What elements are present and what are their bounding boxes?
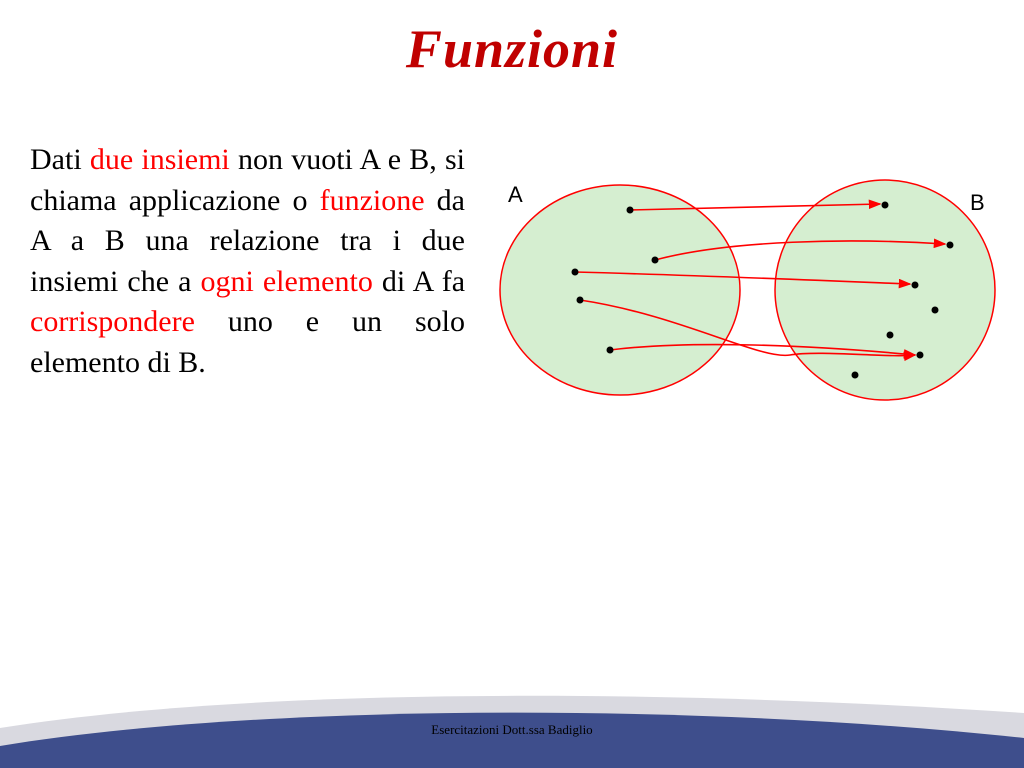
highlight-text: due insiemi [90, 143, 230, 176]
set-a-ellipse [500, 185, 740, 395]
diagram-svg [490, 160, 1000, 420]
footer-credit: Esercitazioni Dott.ssa Badiglio [0, 722, 1024, 738]
set-a-point [627, 207, 634, 214]
set-b-point [882, 202, 889, 209]
set-a-point [577, 297, 584, 304]
set-a-label: A [508, 182, 523, 208]
highlight-text: funzione [320, 184, 425, 217]
set-b-point [912, 282, 919, 289]
slide-title: Funzioni [0, 18, 1024, 80]
set-b-point [887, 332, 894, 339]
set-b-point [932, 307, 939, 314]
set-a-point [572, 269, 579, 276]
definition-text: Dati due insiemi non vuoti A e B, si chi… [30, 140, 465, 383]
set-a-point [652, 257, 659, 264]
plain-text: di A fa [373, 265, 473, 298]
set-b-ellipse [775, 180, 995, 400]
slide: Funzioni Dati due insiemi non vuoti A e … [0, 0, 1024, 768]
set-b-point [917, 352, 924, 359]
highlight-text: ogni elemento [200, 265, 372, 298]
set-a-point [607, 347, 614, 354]
highlight-text: corrispondere [30, 305, 195, 338]
set-b-label: B [970, 190, 985, 216]
set-b-point [852, 372, 859, 379]
plain-text: Dati [30, 143, 90, 176]
function-diagram: A B [490, 160, 1000, 420]
set-b-point [947, 242, 954, 249]
